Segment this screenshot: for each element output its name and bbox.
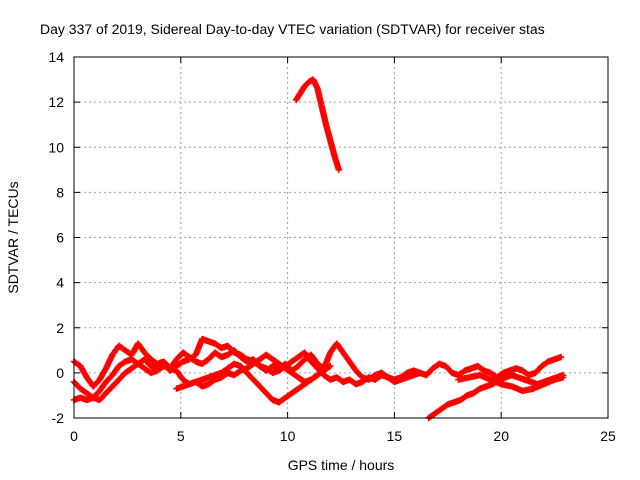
plot-frame [73, 56, 609, 419]
grid-lines [74, 57, 608, 418]
data-point [325, 363, 333, 371]
y-tick-label: 6 [56, 230, 64, 246]
y-tick-label: 14 [48, 49, 64, 65]
x-tick-label: 15 [387, 428, 403, 444]
data-point [559, 374, 567, 381]
data-point [327, 362, 334, 370]
y-tick-label: 4 [56, 275, 64, 291]
x-tick-label: 0 [70, 428, 78, 444]
y-tick-label: 10 [48, 139, 64, 155]
data-points [70, 76, 567, 422]
y-tick-label: -2 [52, 410, 65, 426]
y-tick-label: 12 [48, 94, 64, 110]
x-tick-label: 10 [280, 428, 296, 444]
data-point [416, 369, 424, 377]
y-axis-label: SDTVAR / TECUs [5, 181, 21, 293]
x-tick-label: 25 [600, 428, 616, 444]
y-tick-label: 8 [56, 184, 64, 200]
chart-title: Day 337 of 2019, Sidereal Day-to-day VTE… [40, 21, 545, 37]
x-tick-label: 5 [177, 428, 185, 444]
data-point [313, 372, 320, 380]
y-tick-label: 0 [56, 365, 64, 381]
data-point [335, 166, 343, 174]
data-point [557, 353, 565, 361]
data-point [314, 371, 321, 379]
x-tick-label: 20 [493, 428, 509, 444]
axis-ticks: 0 5 10 15 20 25 -2 0 2 4 6 8 10 12 14 [48, 49, 616, 444]
x-axis-label: GPS time / hours [288, 457, 395, 473]
y-tick-label: 2 [56, 320, 64, 336]
